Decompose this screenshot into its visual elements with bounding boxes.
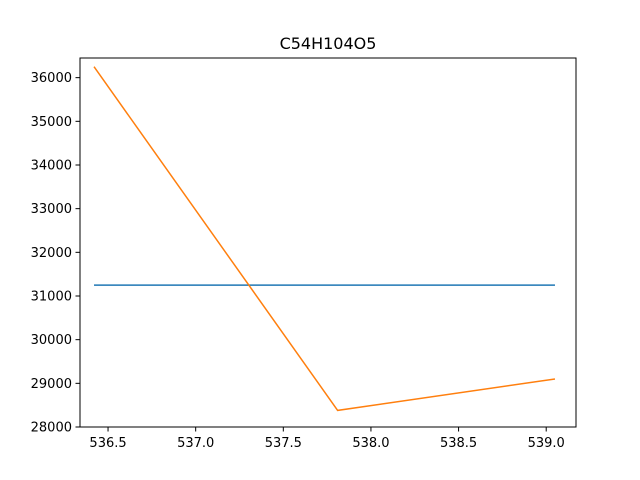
x-tick-label: 539.0 [528,436,565,451]
y-tick-label: 30000 [31,333,72,348]
y-tick-label: 33000 [31,202,72,217]
y-tick-label: 31000 [31,289,72,304]
y-tick-label: 29000 [31,377,72,392]
y-tick-label: 35000 [31,115,72,130]
series-line-2 [93,66,556,412]
y-tick-label: 36000 [31,71,72,86]
x-tick-label: 536.5 [89,436,126,451]
plot-frame [79,57,577,428]
x-axis: 536.5 537.0 537.5 538.0 538.5 539.0 [89,427,565,451]
x-tick-label: 537.0 [177,436,214,451]
y-tick-label: 32000 [31,246,72,261]
y-tick-label: 34000 [31,158,72,173]
x-tick-label: 538.0 [352,436,389,451]
x-tick-label: 537.5 [265,436,302,451]
y-tick-label: 28000 [31,421,72,436]
x-tick-label: 538.5 [440,436,477,451]
series-layer [93,66,556,412]
y-axis: 28000 29000 30000 31000 32000 33000 34000 35000… [31,71,80,436]
chart-title: C54H104O5 [280,34,377,53]
